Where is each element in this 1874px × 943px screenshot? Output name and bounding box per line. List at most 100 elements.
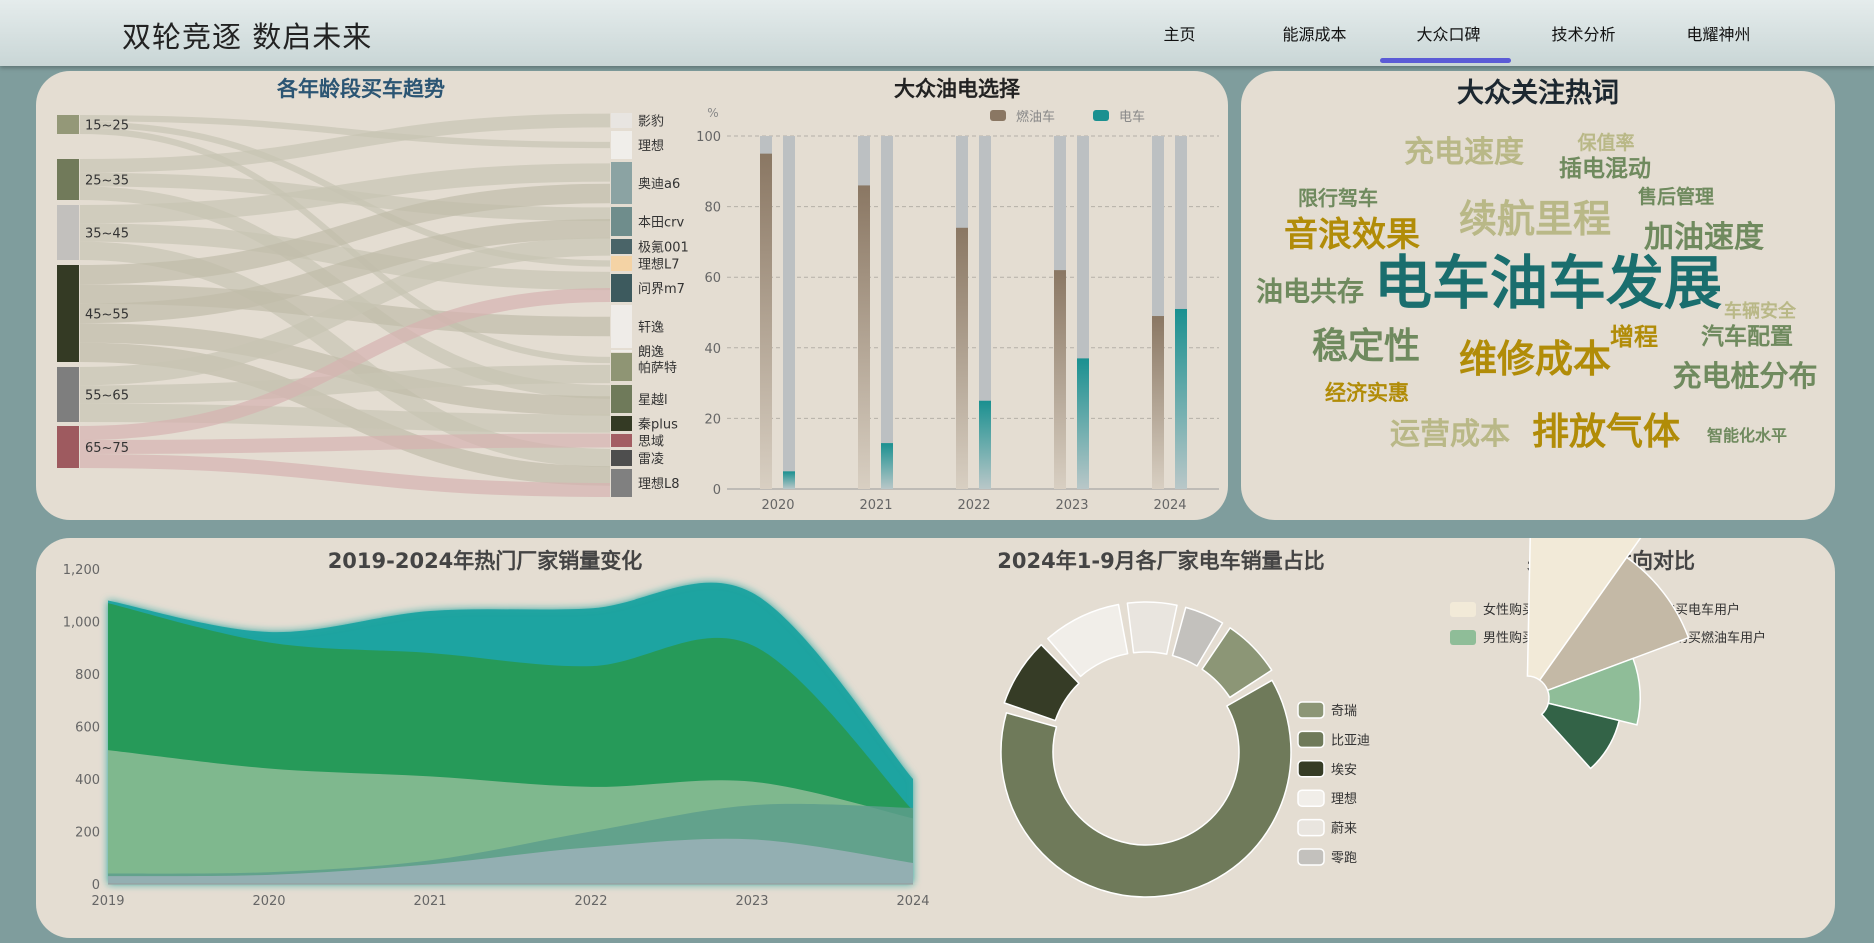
donut-chart: [1000, 601, 1292, 898]
sankey-node-age: [57, 265, 79, 362]
sankey-car-label: 本田crv: [638, 216, 684, 231]
bar-x-label: 2022: [957, 498, 990, 513]
area-y-tick: 200: [75, 826, 100, 841]
sankey-node-car: [611, 274, 632, 302]
sankey-node-car: [611, 350, 632, 352]
bar-y-unit: %: [707, 106, 718, 120]
sankey-car-label: 秦plus: [638, 418, 678, 433]
sankey-age-label: 45~55: [85, 308, 129, 323]
panel-sales-svg: 2019-2024年热门厂家销量变化 0 200 400 600 800 1,000 1,2…: [63, 479, 1766, 909]
area-x-label: 2020: [252, 894, 285, 909]
panel-trends: 各年龄段买车趋势 15~25 25~35 35~45 45~55 55~65 65~75 影…: [36, 71, 1228, 520]
sankey-car-label: 理想: [638, 138, 664, 154]
nav-ev-china[interactable]: 电耀神州: [1686, 25, 1751, 44]
area-y-tick: 400: [75, 773, 100, 788]
sankey-link: [79, 364, 611, 404]
sankey-car-label: 理想L8: [638, 476, 680, 492]
sankey-link: [79, 183, 611, 285]
sankey-age-label: 65~75: [85, 441, 129, 456]
bar-ev: [881, 443, 893, 489]
bar-fuel: [1152, 316, 1164, 489]
area-x-label: 2023: [735, 894, 768, 909]
sankey-car-label: 问界m7: [638, 282, 685, 297]
bar-fuel: [1054, 270, 1066, 489]
area-chart-title: 2019-2024年热门厂家销量变化: [328, 549, 643, 573]
legend-swatch-ev: [1093, 110, 1109, 121]
area-y-tick: 600: [75, 721, 100, 736]
sankey-link: [79, 113, 611, 173]
bar-ev: [1175, 308, 1187, 489]
gender-legend-swatch: [1450, 630, 1476, 645]
sankey-car-label: 雷凌: [638, 452, 664, 467]
donut-legend-swatch: [1297, 818, 1325, 837]
top-navbar: 双轮竞逐 数启未来 主页 能源成本 大众口碑 技术分析 电耀神州: [0, 0, 1874, 66]
donut-legend-label: 理想: [1331, 791, 1357, 807]
sankey-link: [79, 223, 611, 291]
sankey-links: [79, 113, 611, 497]
sankey-node-age: [57, 115, 79, 134]
bar-x-label: 2023: [1055, 498, 1088, 513]
sankey-car-label: 思域: [638, 435, 664, 450]
bar-ev: [979, 400, 991, 489]
gender-rose-slice: [1538, 556, 1690, 692]
area-x-label: 2021: [413, 894, 446, 909]
bar-fuel: [956, 227, 968, 489]
sankey-node-car: [611, 239, 632, 254]
nav-public-reputation[interactable]: 大众口碑: [1416, 25, 1481, 44]
bar-marks: [760, 136, 1187, 490]
panel-trends-svg: 各年龄段买车趋势 15~25 25~35 35~45 45~55 55~65 65~75 影…: [57, 77, 1219, 513]
hot-word: 插电混动: [1559, 156, 1651, 182]
area-y-tick: 1,000: [63, 616, 100, 631]
area-x-label: 2024: [896, 894, 929, 909]
area-y-tick: 0: [92, 878, 100, 893]
bar-background: [783, 136, 795, 489]
bar-ev: [783, 471, 795, 489]
sankey-car-label: 朗逸: [638, 345, 664, 360]
hot-word: 售后管理: [1637, 185, 1714, 208]
sankey-node-car: [611, 416, 632, 431]
sankey-link: [79, 127, 611, 364]
hot-word: 经济实惠: [1325, 381, 1409, 405]
brand-title: 双轮竞逐 数启未来: [122, 20, 373, 54]
sankey-car-label: 奥迪a6: [638, 177, 680, 192]
hot-word: 加油速度: [1644, 220, 1764, 255]
donut-slice: [1000, 679, 1292, 898]
sankey-node-car: [611, 113, 632, 128]
donut-slice: [1003, 643, 1080, 722]
bar-fuel: [760, 153, 772, 489]
hot-word: 车辆安全: [1724, 300, 1797, 322]
sankey-node-car: [611, 305, 632, 348]
hot-word: 油电共存: [1256, 277, 1364, 308]
legend-swatch-fuel: [990, 110, 1006, 121]
nav-active-indicator: [1380, 58, 1511, 63]
bar-chart-title: 大众油电选择: [894, 77, 1021, 101]
bar-x-label: 2020: [761, 498, 794, 513]
donut-legend-label: 奇瑞: [1331, 703, 1357, 719]
nav-home[interactable]: 主页: [1163, 25, 1196, 44]
sankey-node-age: [57, 159, 79, 200]
legend-label-fuel: 燃油车: [1016, 109, 1055, 125]
bar-y-tick: 100: [696, 130, 721, 145]
sankey-link: [79, 288, 611, 440]
sankey-node-age: [57, 205, 79, 260]
nav-tech-analysis[interactable]: 技术分析: [1551, 25, 1616, 44]
sankey-node-age: [57, 367, 79, 422]
hot-word: 电车油车发展: [1374, 249, 1722, 317]
sankey-link: [79, 454, 611, 497]
sankey-title: 各年龄段买车趋势: [276, 77, 445, 101]
nav-energy-cost[interactable]: 能源成本: [1282, 25, 1347, 44]
legend-label-ev: 电车: [1119, 109, 1145, 125]
donut-legend-swatch: [1297, 760, 1325, 778]
area-series: [108, 838, 913, 884]
donut-slice: [1201, 627, 1273, 699]
sankey-node-car: [611, 385, 632, 413]
area-y-axis: 0 200 400 600 800 1,000 1,200: [63, 563, 100, 893]
sankey-node-car: [611, 256, 632, 271]
donut-legend-label: 比亚迪: [1331, 733, 1370, 748]
sankey-age-label: 55~65: [85, 389, 129, 404]
sankey-link: [79, 163, 611, 224]
